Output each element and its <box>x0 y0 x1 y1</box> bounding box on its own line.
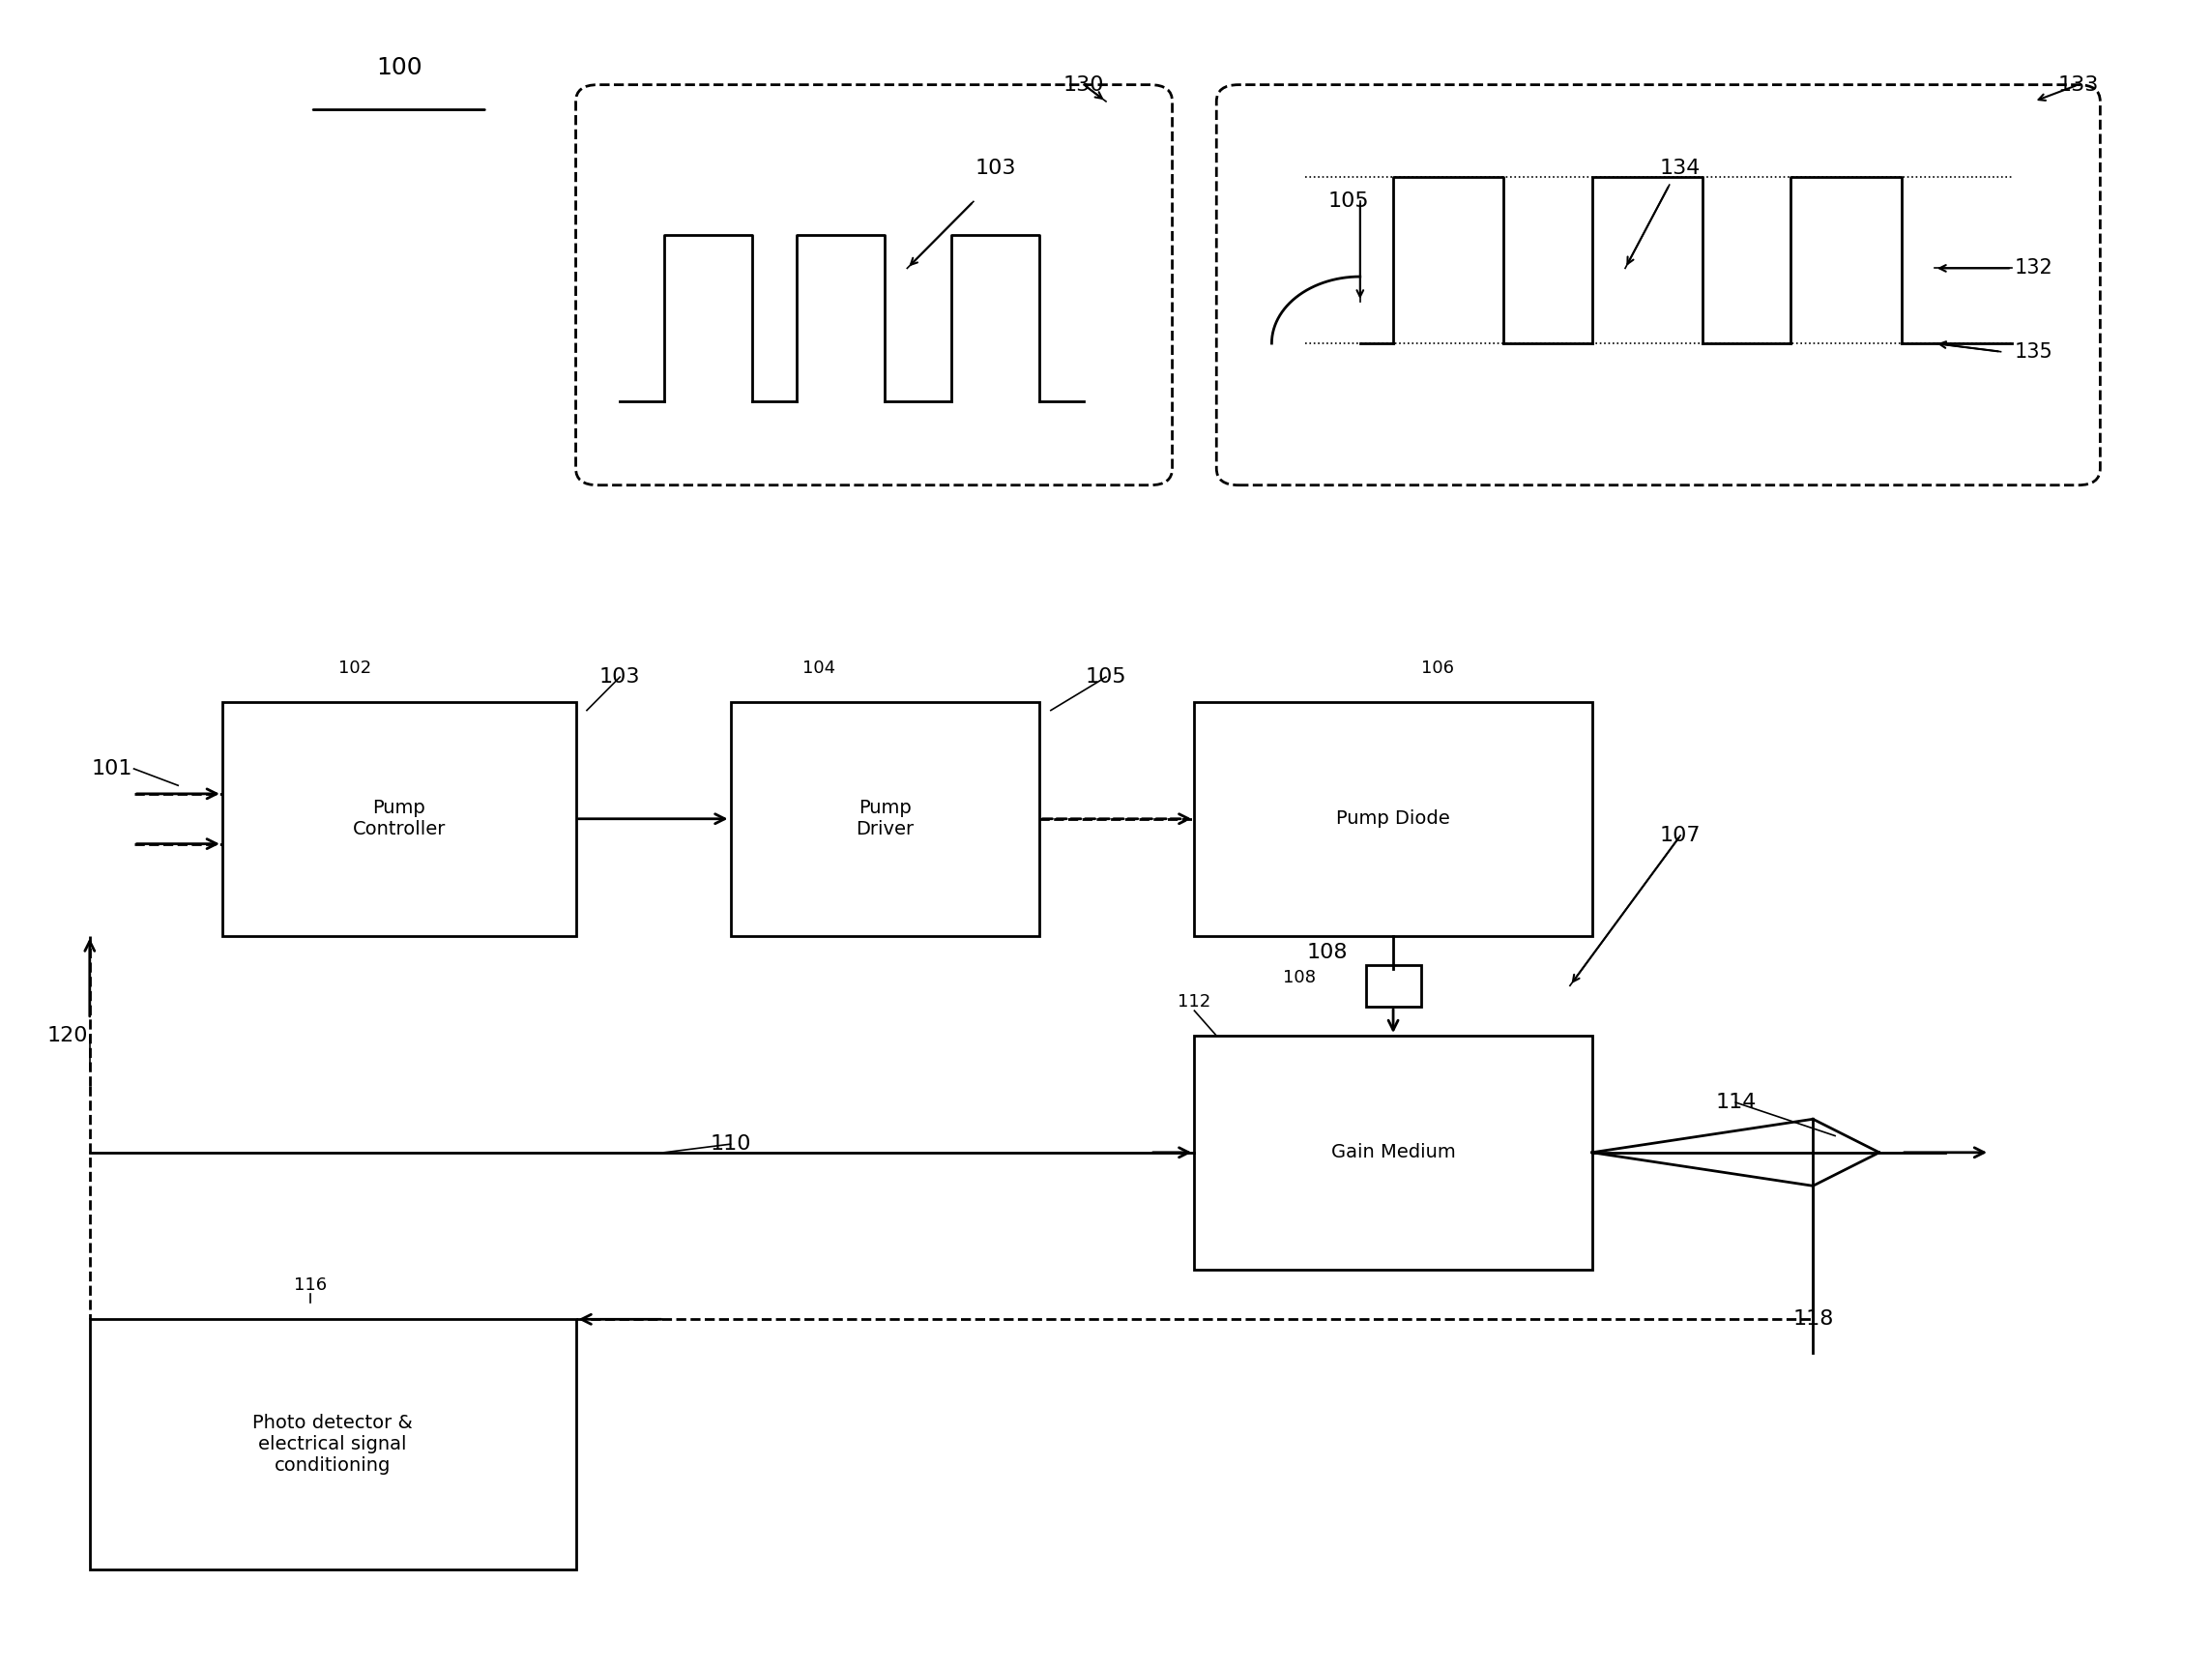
Text: 103: 103 <box>975 159 1015 177</box>
Text: 103: 103 <box>599 667 641 687</box>
Text: 132: 132 <box>2015 259 2053 277</box>
Text: 130: 130 <box>1064 75 1104 95</box>
FancyBboxPatch shape <box>1194 1036 1593 1270</box>
Text: Pump Diode: Pump Diode <box>1336 810 1451 829</box>
Text: 116: 116 <box>294 1277 327 1295</box>
Text: 118: 118 <box>1792 1310 1834 1328</box>
Text: 104: 104 <box>803 660 836 677</box>
Text: 135: 135 <box>2015 343 2053 361</box>
Text: 106: 106 <box>1420 660 1453 677</box>
FancyBboxPatch shape <box>730 702 1040 936</box>
Text: 110: 110 <box>710 1135 750 1153</box>
Text: Pump
Controller: Pump Controller <box>352 799 445 839</box>
Text: 108: 108 <box>1307 942 1347 962</box>
Text: 120: 120 <box>46 1026 88 1046</box>
Text: 107: 107 <box>1659 825 1701 846</box>
FancyBboxPatch shape <box>1194 702 1593 936</box>
Text: Photo detector &
electrical signal
conditioning: Photo detector & electrical signal condi… <box>252 1414 414 1475</box>
Text: 112: 112 <box>1177 993 1210 1011</box>
Text: 101: 101 <box>91 759 133 779</box>
Text: 134: 134 <box>1659 159 1701 177</box>
Text: 105: 105 <box>1086 667 1126 687</box>
FancyBboxPatch shape <box>575 85 1172 485</box>
Text: 108: 108 <box>1283 969 1316 986</box>
Text: Pump
Driver: Pump Driver <box>856 799 914 839</box>
FancyBboxPatch shape <box>91 1320 575 1569</box>
FancyBboxPatch shape <box>221 702 575 936</box>
Text: 114: 114 <box>1714 1093 1756 1113</box>
Text: 133: 133 <box>2057 75 2099 95</box>
Bar <box>1365 964 1420 1006</box>
Text: Gain Medium: Gain Medium <box>1332 1143 1455 1161</box>
Text: 105: 105 <box>1329 192 1369 211</box>
Text: 100: 100 <box>376 57 422 80</box>
Text: 102: 102 <box>338 660 372 677</box>
FancyBboxPatch shape <box>1217 85 2099 485</box>
